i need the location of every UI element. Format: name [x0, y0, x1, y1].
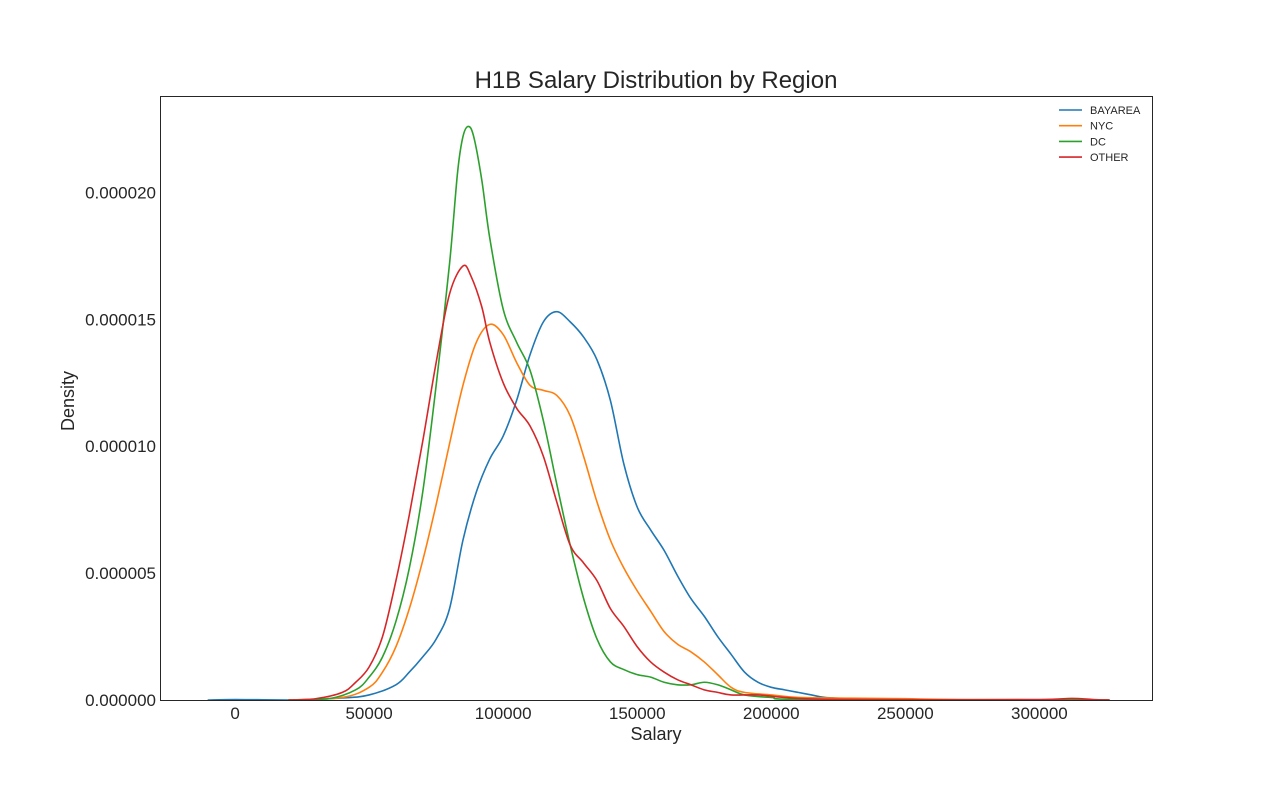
y-axis-label: Density — [58, 371, 78, 431]
legend: BAYAREA NYC DC OTHER — [1059, 105, 1141, 164]
x-tick-label: 0 — [230, 704, 239, 723]
series-line-bayarea — [207, 310, 1110, 701]
legend-label-other: OTHER — [1090, 152, 1129, 164]
y-axis: 0.000000 0.000005 0.000010 0.000015 0.000020 — [85, 183, 156, 710]
x-tick-label: 250000 — [877, 704, 934, 723]
legend-label-bayarea: BAYAREA — [1090, 105, 1141, 117]
x-tick-label: 100000 — [475, 704, 532, 723]
x-axis-label: Salary — [630, 724, 681, 744]
legend-label-nyc: NYC — [1090, 121, 1113, 133]
plot-frame — [160, 96, 1153, 701]
x-tick-label: 150000 — [609, 704, 666, 723]
legend-label-dc: DC — [1090, 136, 1106, 148]
chart-title: H1B Salary Distribution by Region — [475, 67, 838, 94]
series-layer — [207, 125, 1110, 701]
x-tick-label: 300000 — [1011, 704, 1068, 723]
series-line-other — [287, 264, 1110, 701]
x-tick-label: 200000 — [743, 704, 800, 723]
y-tick-label: 0.000005 — [85, 564, 156, 583]
series-line-nyc — [287, 323, 1110, 701]
y-tick-label: 0.000015 — [85, 310, 156, 329]
x-axis: 0 50000 100000 150000 200000 250000 300000 — [230, 704, 1067, 723]
y-tick-label: 0.000000 — [85, 691, 156, 710]
x-tick-label: 50000 — [345, 704, 392, 723]
y-tick-label: 0.000020 — [85, 183, 156, 202]
series-line-dc — [287, 125, 1110, 701]
y-tick-label: 0.000010 — [85, 437, 156, 456]
